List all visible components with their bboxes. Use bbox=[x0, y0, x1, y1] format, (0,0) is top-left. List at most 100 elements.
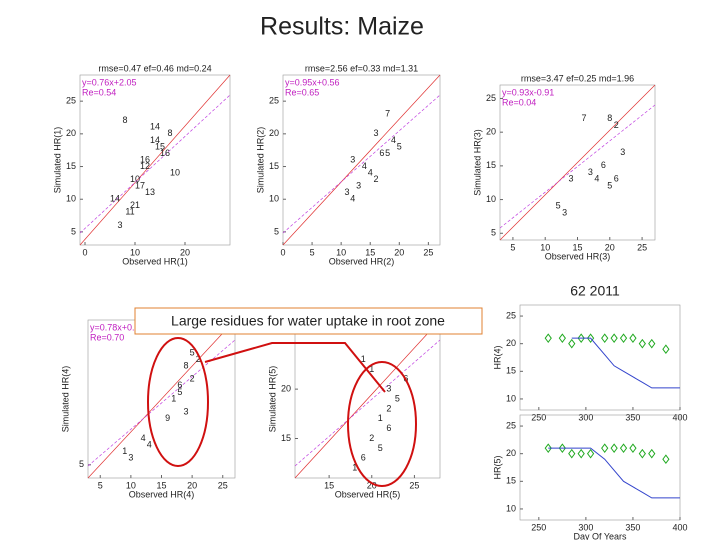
point: 4 bbox=[141, 433, 146, 443]
y-axis-label: Simulated HR(3) bbox=[472, 129, 482, 196]
one-to-one-line bbox=[294, 319, 441, 479]
y-tick-label: 10 bbox=[486, 194, 496, 204]
x-tick-label: 350 bbox=[625, 412, 640, 422]
point: 9 bbox=[165, 413, 170, 423]
annotation: y=0.95x+0.56 bbox=[285, 77, 340, 87]
annotation: Re=0.54 bbox=[82, 87, 116, 97]
point: 14 bbox=[110, 194, 120, 204]
point: 1 bbox=[122, 446, 127, 456]
y-tick-label: 20 bbox=[66, 128, 76, 138]
x-axis-label: Observed HR(5) bbox=[335, 489, 401, 499]
x-tick-label: 25 bbox=[218, 480, 228, 490]
x-axis-label: Day Of Years bbox=[573, 531, 627, 540]
observed-marker bbox=[568, 338, 576, 349]
observed-marker bbox=[648, 338, 656, 349]
point: 17 bbox=[135, 181, 145, 191]
x-tick-label: 25 bbox=[409, 480, 419, 490]
annotation: Re=0.65 bbox=[285, 87, 319, 97]
point: 11 bbox=[125, 207, 134, 217]
y-tick-label: 10 bbox=[269, 194, 279, 204]
observed-marker bbox=[619, 333, 628, 343]
y-tick-label: 10 bbox=[506, 503, 516, 513]
observed-marker bbox=[619, 443, 628, 453]
callout-arrows bbox=[147, 337, 417, 487]
y-axis-label: HR(5) bbox=[492, 455, 502, 479]
y-tick-label: 25 bbox=[506, 420, 516, 430]
x-tick-label: 10 bbox=[126, 480, 136, 490]
x-tick-label: 250 bbox=[531, 522, 546, 532]
point: 3 bbox=[588, 167, 593, 177]
y-tick-label: 5 bbox=[274, 226, 279, 236]
y-tick-label: 25 bbox=[486, 93, 496, 103]
y-tick-label: 20 bbox=[506, 338, 516, 348]
observed-marker bbox=[568, 448, 576, 459]
point: 4 bbox=[362, 161, 367, 171]
point: 1 bbox=[352, 463, 357, 473]
point: 3 bbox=[183, 407, 188, 417]
y-tick-label: 25 bbox=[506, 310, 516, 320]
y-tick-label: 15 bbox=[281, 433, 291, 443]
y-tick-label: 25 bbox=[66, 96, 76, 106]
point: 4 bbox=[368, 167, 373, 177]
plot-title: rmse=2.56 ef=0.33 md=1.31 bbox=[305, 63, 418, 73]
point: 2 bbox=[374, 174, 379, 184]
observed-marker bbox=[662, 344, 670, 355]
fit-line bbox=[294, 339, 441, 467]
simulated-line bbox=[571, 337, 680, 389]
one-to-one-line bbox=[282, 74, 441, 246]
annotation: Re=0.70 bbox=[90, 332, 124, 342]
observed-marker bbox=[601, 333, 609, 343]
one-to-one-line bbox=[499, 84, 656, 241]
highlight-ellipse bbox=[147, 337, 209, 467]
point: 3 bbox=[128, 453, 133, 463]
point: 3 bbox=[374, 128, 379, 138]
observed-marker bbox=[544, 333, 552, 343]
one-to-one-line bbox=[87, 319, 236, 479]
point: 8 bbox=[122, 115, 127, 125]
point: 1 bbox=[369, 364, 374, 374]
point: 2 bbox=[190, 374, 195, 384]
point: 10 bbox=[130, 174, 140, 184]
x-tick-label: 20 bbox=[180, 247, 190, 257]
point: 2 bbox=[369, 433, 374, 443]
x-axis-label: Observed HR(4) bbox=[129, 489, 195, 499]
observed-marker bbox=[586, 333, 595, 343]
x-tick-label: 300 bbox=[578, 522, 593, 532]
x-tick-label: 25 bbox=[423, 247, 433, 257]
y-tick-label: 20 bbox=[506, 448, 516, 458]
point: 10 bbox=[170, 167, 180, 177]
slide-title: Results: Maize bbox=[260, 13, 424, 41]
callout-line bbox=[204, 342, 386, 393]
point: 3 bbox=[344, 187, 349, 197]
plot-title: rmse=0.47 ef=0.46 md=0.24 bbox=[98, 63, 211, 73]
point: 3 bbox=[620, 147, 625, 157]
plot-frame bbox=[519, 414, 681, 521]
annotation: y=0.93x-0.91 bbox=[502, 87, 554, 97]
x-tick-label: 10 bbox=[336, 247, 346, 257]
plot-frame bbox=[519, 304, 681, 411]
annotation: Re=0.04 bbox=[502, 97, 536, 107]
point: 6 bbox=[379, 148, 384, 158]
point: 3 bbox=[562, 207, 567, 217]
x-tick-label: 350 bbox=[625, 522, 640, 532]
observed-marker bbox=[662, 454, 670, 465]
annotation: y=0.78x+0.70 bbox=[90, 322, 145, 332]
callout-box bbox=[134, 307, 483, 335]
y-axis-label: Simulated HR(2) bbox=[255, 127, 265, 194]
point: 12 bbox=[140, 161, 150, 171]
y-tick-label: 20 bbox=[486, 127, 496, 137]
observed-marker bbox=[558, 443, 566, 453]
point: 14 bbox=[150, 122, 160, 132]
y-tick-label: 25 bbox=[269, 96, 279, 106]
point: 15 bbox=[155, 141, 165, 151]
x-tick-label: 20 bbox=[394, 247, 404, 257]
point: 5 bbox=[385, 148, 390, 158]
point: 14 bbox=[150, 135, 160, 145]
observed-marker bbox=[586, 448, 595, 459]
observed-marker bbox=[638, 338, 646, 349]
y-axis-label: Simulated HR(4) bbox=[60, 366, 70, 433]
point: 8 bbox=[607, 113, 612, 123]
point: 3 bbox=[386, 384, 391, 394]
